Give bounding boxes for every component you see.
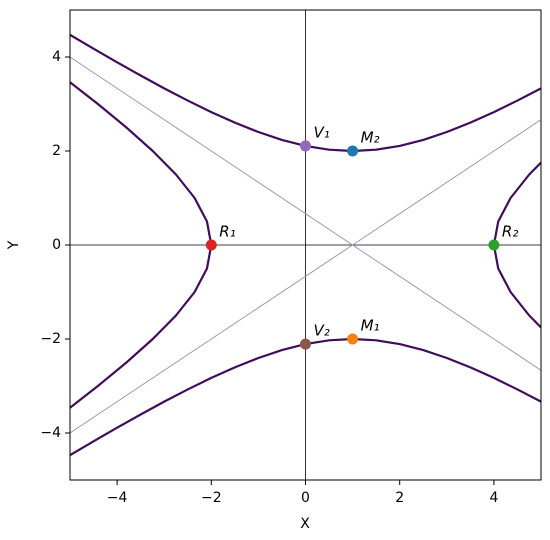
plot-area xyxy=(70,10,541,480)
y-tick-label: 4 xyxy=(52,49,61,65)
point xyxy=(488,239,500,251)
point-label: V₁ xyxy=(314,123,330,141)
y-tick-label: 0 xyxy=(52,237,61,253)
asymptote xyxy=(70,119,541,434)
y-axis-label: Y xyxy=(6,240,22,250)
y-tick-label: −2 xyxy=(40,331,61,347)
asymptote xyxy=(70,56,541,371)
point xyxy=(205,239,217,251)
point xyxy=(347,333,359,345)
x-tick-label: 0 xyxy=(301,490,310,506)
point-label: R₂ xyxy=(502,223,518,241)
point-label: M₁ xyxy=(361,317,380,335)
y-tick-label: 2 xyxy=(52,143,61,159)
y-tick-label: −4 xyxy=(40,425,61,441)
x-tick-label: −2 xyxy=(201,490,222,506)
point xyxy=(300,338,311,350)
point-label: V₂ xyxy=(314,322,330,340)
point xyxy=(347,145,359,157)
x-tick-label: 2 xyxy=(395,490,404,506)
point-label: M₂ xyxy=(361,129,380,147)
x-tick-label: 4 xyxy=(489,490,498,506)
point xyxy=(300,140,311,152)
point-label: R₁ xyxy=(219,223,235,241)
x-tick-label: −4 xyxy=(107,490,128,506)
x-axis-label: X xyxy=(300,516,310,532)
